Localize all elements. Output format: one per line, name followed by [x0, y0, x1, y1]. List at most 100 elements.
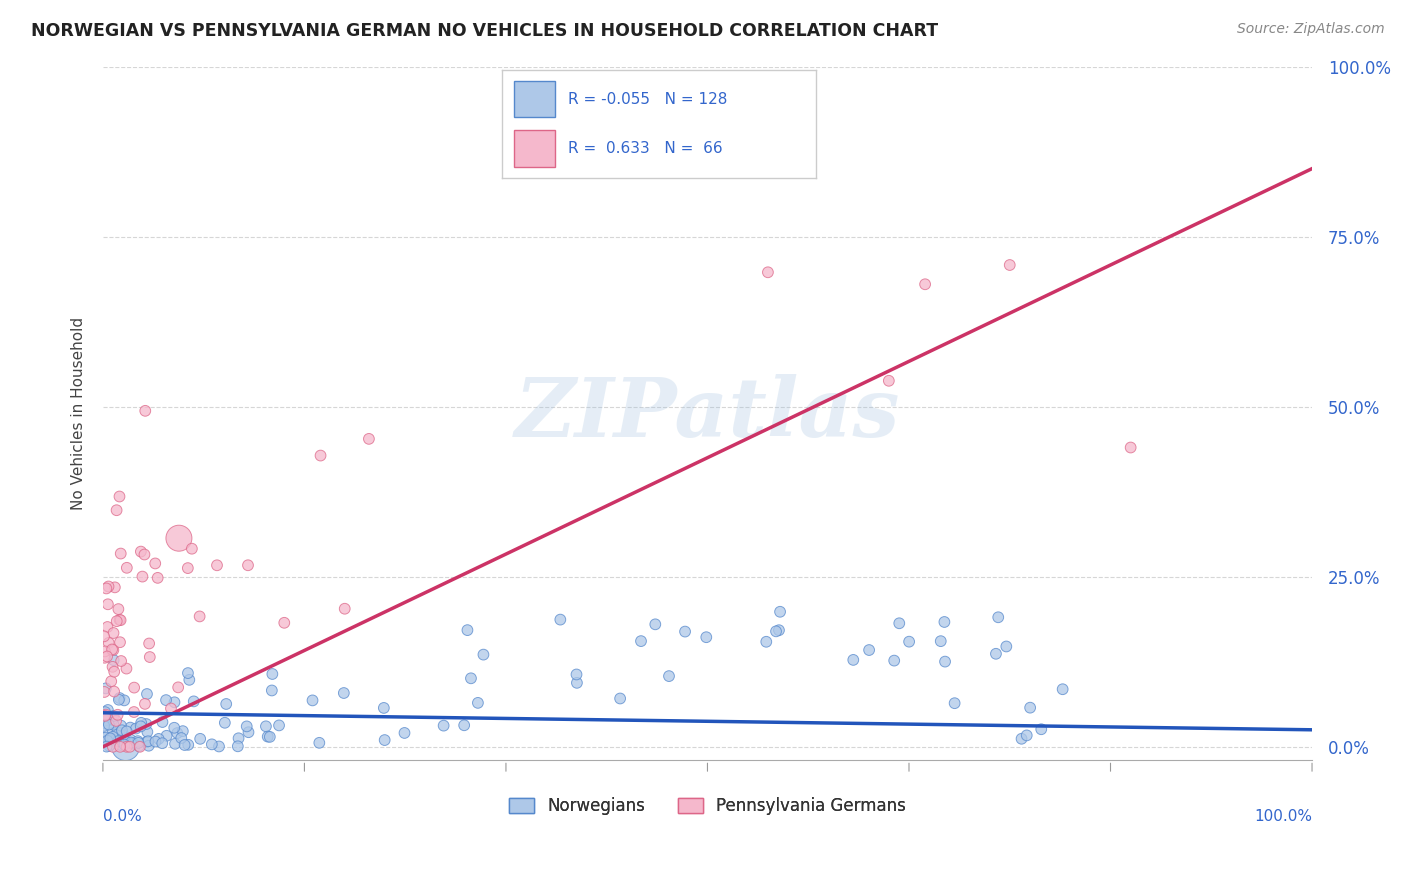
Point [267, 718, 290, 732]
Point [984, 647, 1007, 661]
Y-axis label: No Vehicles in Household: No Vehicles in Household [72, 317, 86, 510]
Point [1052, 682, 1074, 697]
Point [97, 636, 120, 650]
Point [166, 726, 188, 740]
Point [108, 739, 131, 754]
Point [167, 681, 190, 695]
Point [943, 696, 966, 710]
Point [460, 671, 482, 685]
Point [97, 703, 120, 717]
Point [108, 613, 131, 627]
Point [394, 726, 416, 740]
Point [93, 650, 115, 665]
Point [93, 719, 115, 733]
Point [108, 691, 131, 706]
Point [100, 737, 122, 751]
Point [97, 597, 120, 611]
Point [120, 735, 142, 749]
Point [259, 730, 281, 744]
Point [108, 692, 131, 706]
Point [129, 719, 152, 733]
Point [139, 650, 162, 665]
Point [145, 734, 167, 748]
Point [155, 693, 177, 707]
Point [96, 620, 118, 634]
Point [96, 733, 118, 747]
Point [160, 701, 183, 715]
Point [93, 731, 115, 745]
Point [173, 738, 195, 752]
Point [565, 676, 588, 690]
Point [167, 531, 190, 545]
Point [101, 730, 124, 744]
Point [108, 490, 131, 504]
Point [155, 729, 177, 743]
Point [179, 673, 201, 687]
Point [172, 724, 194, 739]
Point [105, 503, 128, 517]
Point [456, 623, 478, 637]
Point [96, 731, 118, 745]
Point [96, 739, 118, 754]
Point [215, 697, 238, 711]
Point [148, 731, 170, 746]
Point [170, 731, 193, 745]
Point [134, 697, 156, 711]
Point [188, 731, 211, 746]
Point [114, 734, 136, 748]
Point [898, 634, 921, 648]
Point [254, 719, 277, 733]
Point [1015, 728, 1038, 742]
Point [96, 714, 118, 728]
Point [226, 739, 249, 754]
Point [110, 719, 132, 733]
Point [214, 715, 236, 730]
Point [150, 736, 173, 750]
Point [98, 731, 121, 746]
Point [433, 718, 456, 732]
Point [110, 654, 132, 668]
Point [98, 739, 121, 753]
Point [644, 617, 666, 632]
Point [183, 694, 205, 708]
Point [115, 724, 138, 739]
Point [998, 258, 1021, 272]
Point [333, 686, 356, 700]
Point [236, 558, 259, 573]
Point [308, 736, 330, 750]
Point [301, 693, 323, 707]
Point [103, 718, 125, 732]
Point [94, 705, 117, 719]
Point [373, 701, 395, 715]
Point [129, 715, 152, 730]
Point [673, 624, 696, 639]
Point [122, 705, 145, 719]
Point [609, 691, 631, 706]
Text: ZIPatlas: ZIPatlas [515, 374, 900, 453]
Point [842, 653, 865, 667]
Point [188, 609, 211, 624]
Point [115, 739, 138, 754]
Point [695, 630, 717, 644]
Point [136, 724, 159, 739]
Point [105, 725, 128, 739]
Point [333, 601, 356, 615]
Point [238, 725, 260, 739]
Point [103, 653, 125, 667]
Point [103, 709, 125, 723]
Point [374, 733, 396, 747]
Point [228, 731, 250, 746]
Text: NORWEGIAN VS PENNSYLVANIA GERMAN NO VEHICLES IN HOUSEHOLD CORRELATION CHART: NORWEGIAN VS PENNSYLVANIA GERMAN NO VEHI… [31, 22, 938, 40]
Text: 100.0%: 100.0% [1254, 809, 1312, 824]
Point [630, 634, 652, 648]
Point [108, 635, 131, 649]
Point [136, 734, 159, 748]
Point [273, 615, 295, 630]
Point [127, 736, 149, 750]
Point [453, 718, 475, 732]
Point [136, 734, 159, 748]
Point [101, 725, 124, 739]
Point [122, 681, 145, 695]
Point [768, 624, 790, 638]
Point [101, 732, 124, 747]
